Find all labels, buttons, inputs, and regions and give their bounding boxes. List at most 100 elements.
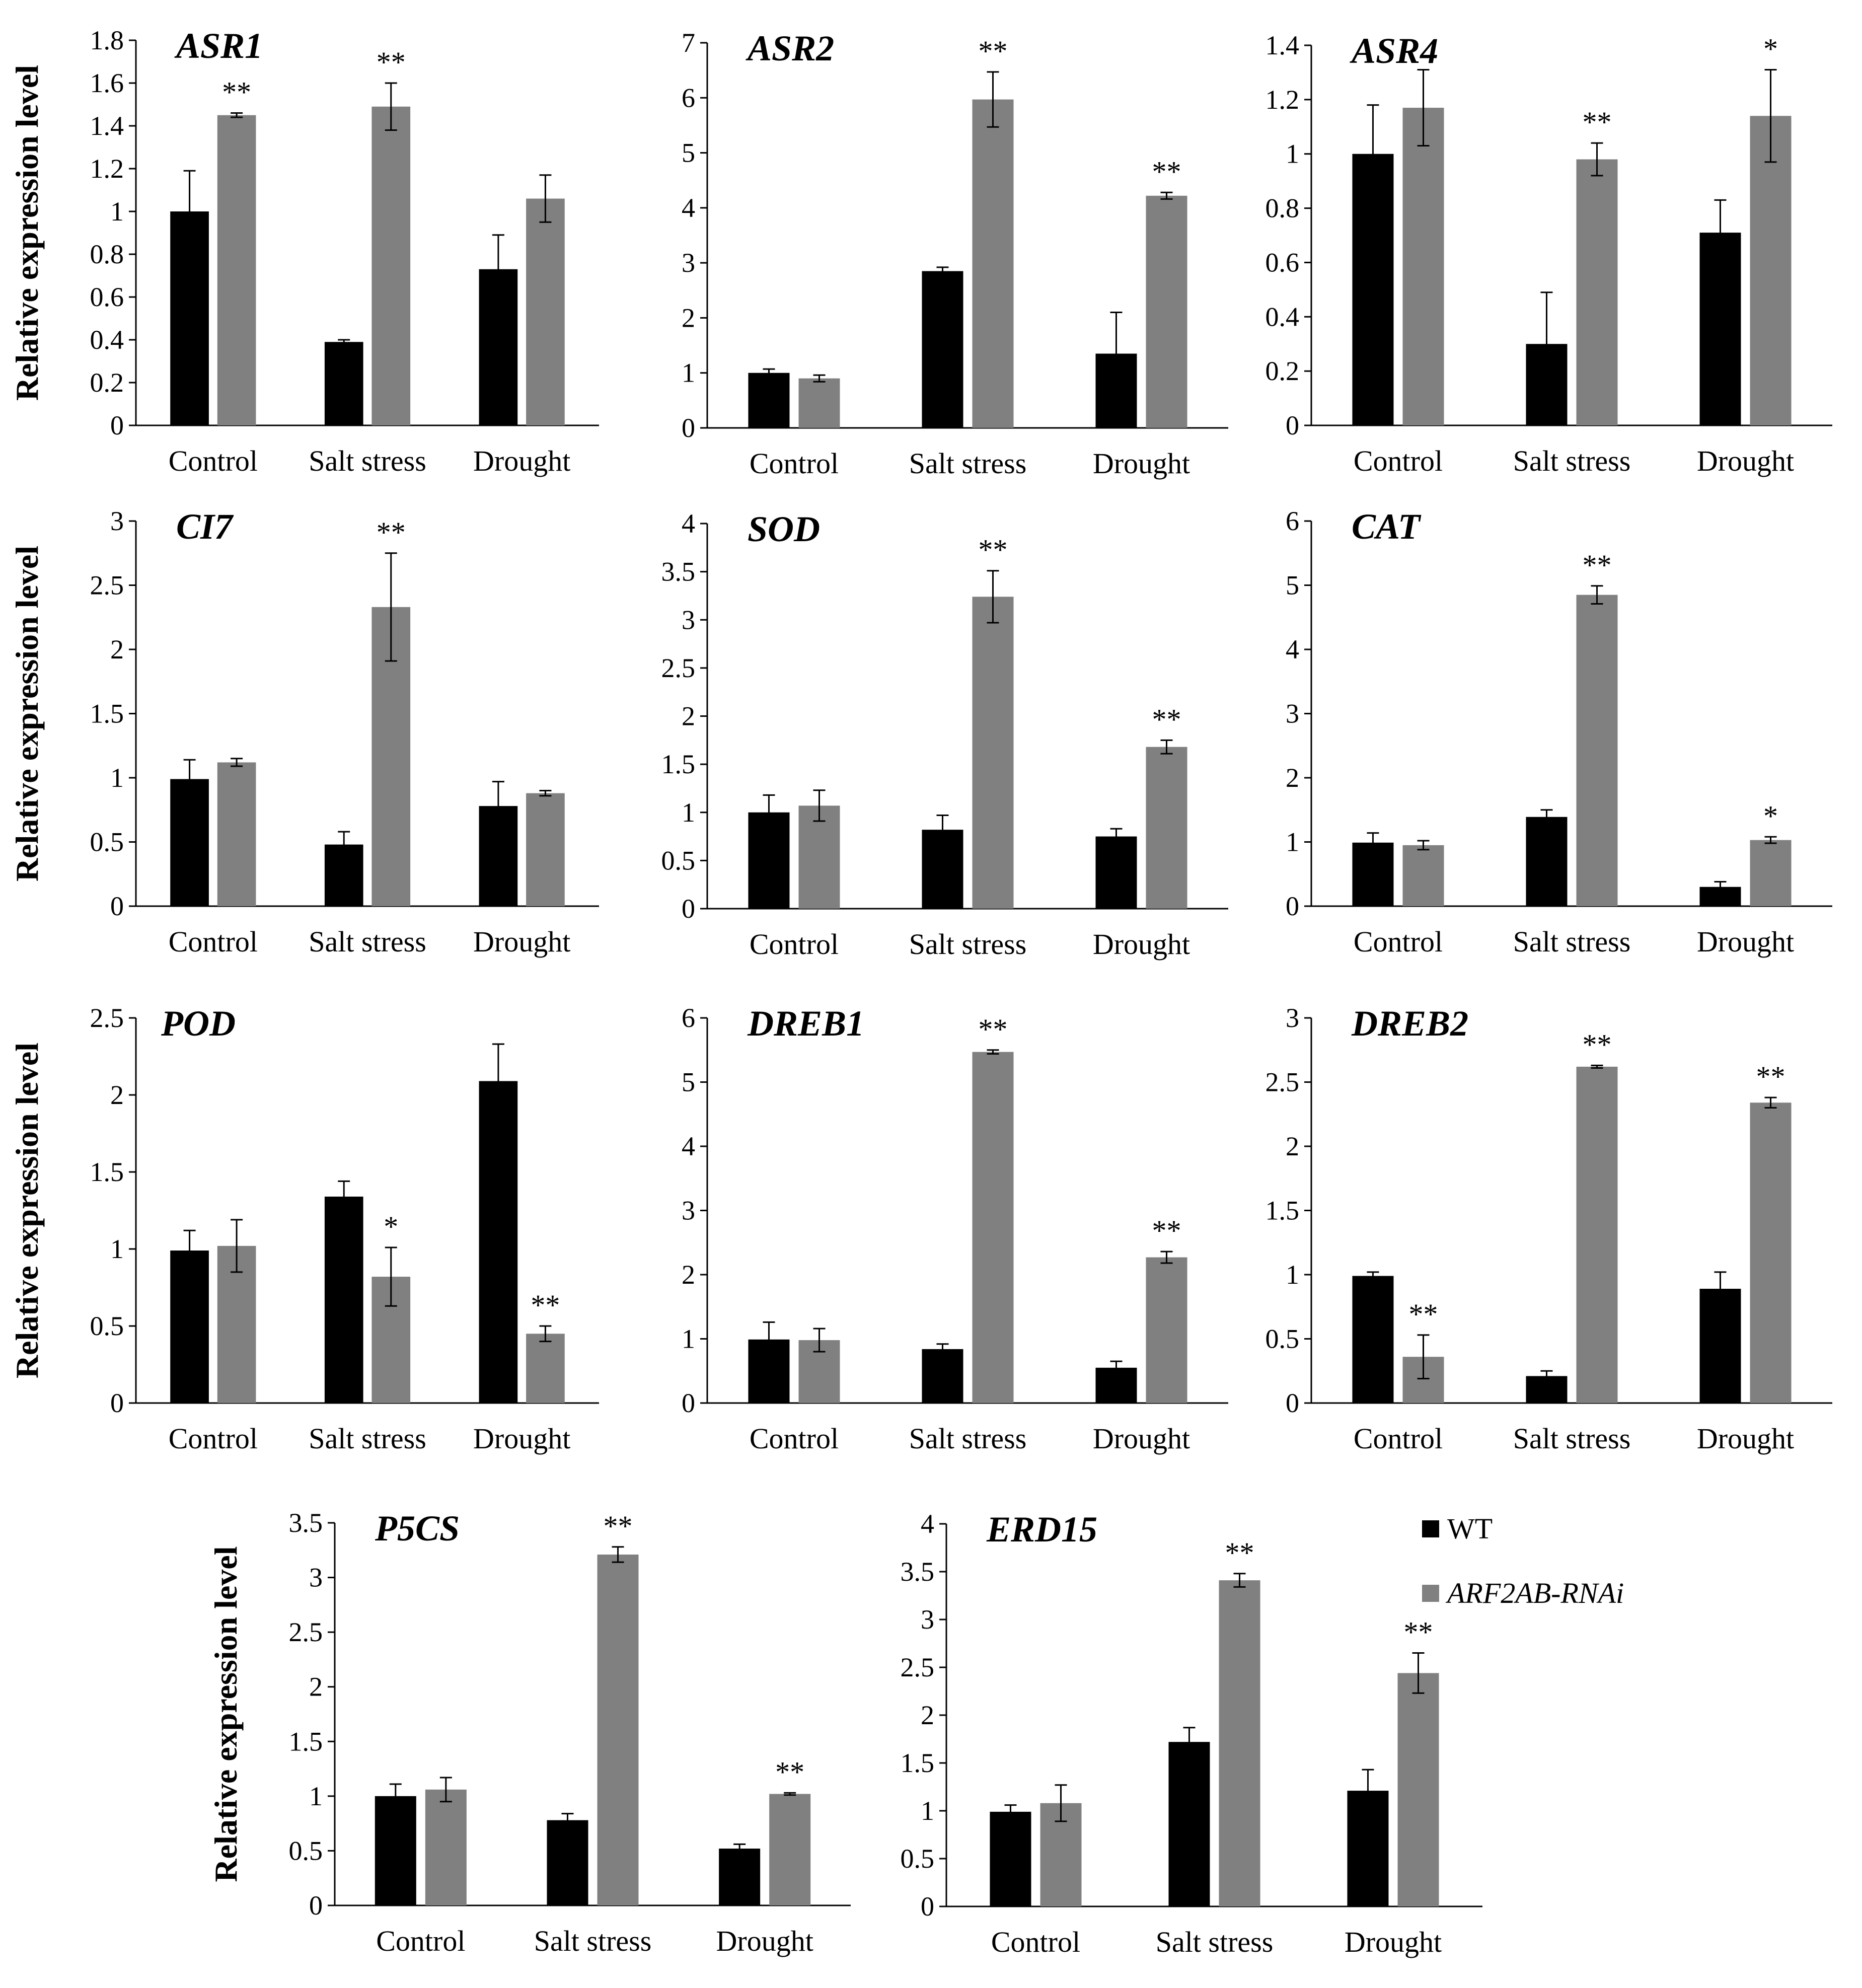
y-tick-label: 1.2 (90, 154, 124, 184)
legend-label-wt: WT (1447, 1512, 1493, 1545)
y-tick-label: 0 (1286, 410, 1299, 440)
gene-title: ASR1 (174, 26, 263, 66)
bar-wt (748, 373, 790, 428)
bar-rnai (526, 198, 565, 425)
bar-rnai (425, 1789, 467, 1905)
significance-label: ** (377, 516, 406, 549)
panel-asr1: 0 0.2 0.4 0.6 0.8 1 1.2 1.4 1.6 1.8 Control ** Salt … (9, 25, 599, 477)
significance-label: ** (1409, 1298, 1438, 1331)
y-tick-label: 1.5 (661, 749, 696, 779)
x-category-label: Control (991, 1926, 1080, 1958)
significance-label: * (384, 1210, 398, 1243)
y-tick-label: 5 (682, 1067, 695, 1097)
significance-label: * (1763, 799, 1778, 832)
y-tick-label: 0.5 (90, 827, 124, 857)
bar-wt (1352, 1276, 1394, 1403)
bar-wt (990, 1811, 1031, 1906)
significance-label: ** (1152, 1214, 1181, 1247)
y-tick-label: 0.5 (90, 1311, 124, 1341)
bar-wt (1168, 1742, 1210, 1906)
y-tick-label: 3 (309, 1563, 323, 1593)
y-tick-label: 3.5 (661, 557, 696, 587)
y-tick-label: 2.5 (90, 570, 124, 601)
gene-title: ASR2 (746, 28, 834, 68)
y-tick-label: 2 (682, 303, 695, 333)
bar-rnai (972, 597, 1014, 909)
y-tick-label: 1.4 (90, 111, 124, 141)
panel-sod: 0 0.5 1 1.5 2 2.5 3 3.5 4 Control Salt stress ** Dro… (661, 508, 1228, 961)
x-category-label: Drought (1697, 445, 1794, 477)
gene-title: CI7 (176, 506, 234, 547)
bar-rnai (371, 106, 411, 425)
y-tick-label: 6 (682, 83, 695, 113)
y-tick-label: 1 (309, 1781, 323, 1811)
y-tick-label: 0.5 (661, 845, 696, 875)
y-tick-label: 4 (921, 1509, 934, 1539)
y-tick-label: 6 (1286, 506, 1299, 536)
gene-title: CAT (1352, 506, 1422, 547)
significance-label: ** (1583, 106, 1612, 138)
panels: 00.20.40.60.811.21.41.61.8Control**Salt … (9, 25, 1832, 1958)
y-tick-label: 2 (682, 1260, 695, 1290)
y-tick-label: 1 (682, 797, 695, 828)
bar-rnai (1750, 1102, 1792, 1403)
significance-label: ** (775, 1755, 804, 1788)
x-category-label: Control (1354, 1422, 1443, 1455)
y-tick-label: 1 (110, 196, 124, 227)
y-tick-label: 0 (682, 894, 695, 924)
x-category-label: Control (1354, 445, 1443, 477)
x-category-label: Drought (473, 445, 570, 477)
bar-rnai (217, 762, 256, 906)
y-tick-label: 2 (110, 1080, 124, 1110)
y-tick-label: 0 (682, 1388, 695, 1418)
y-tick-label: 3 (682, 248, 695, 278)
y-tick-label: 1 (682, 358, 695, 388)
significance-label: ** (1225, 1536, 1254, 1569)
y-tick-label: 3.5 (289, 1508, 323, 1538)
bar-wt (170, 1250, 209, 1403)
y-axis-label: Relative expression level (9, 65, 45, 401)
significance-label: ** (979, 1013, 1008, 1046)
y-tick-label: 1 (682, 1324, 695, 1354)
x-category-label: Salt stress (909, 1422, 1027, 1455)
bar-wt (324, 342, 363, 425)
x-category-label: Drought (716, 1925, 813, 1957)
y-tick-label: 2 (921, 1700, 934, 1730)
y-tick-label: 0.5 (901, 1844, 935, 1874)
significance-label: ** (1152, 155, 1181, 188)
y-tick-label: 0.5 (1265, 1324, 1300, 1354)
legend-swatch-rnai (1422, 1585, 1439, 1602)
y-tick-label: 4 (682, 193, 695, 223)
bar-rnai (1576, 595, 1618, 906)
x-category-label: Control (376, 1925, 465, 1957)
y-tick-label: 4 (682, 508, 695, 539)
gene-title: ERD15 (986, 1509, 1097, 1550)
panel-ci7: 0 0.5 1 1.5 2 2.5 3 Control Salt stress ** Drought… (9, 506, 599, 958)
x-category-label: Salt stress (909, 447, 1027, 480)
bar-rnai (1146, 747, 1187, 909)
bar-wt (719, 1849, 761, 1905)
x-category-label: Drought (1093, 447, 1190, 480)
bar-rnai (1750, 840, 1792, 906)
bar-rnai (798, 805, 840, 909)
y-axis-label: Relative expression level (9, 1043, 45, 1378)
x-category-label: Drought (1697, 1422, 1794, 1455)
significance-label: ** (1583, 549, 1612, 581)
y-tick-label: 0.2 (90, 367, 124, 398)
y-tick-label: 1.5 (289, 1726, 323, 1756)
bar-wt (1526, 817, 1568, 906)
gene-title: POD (161, 1003, 236, 1044)
x-category-label: Salt stress (1156, 1926, 1274, 1958)
y-tick-label: 2.5 (1265, 1067, 1300, 1097)
x-category-label: Drought (1697, 925, 1794, 958)
bar-wt (1699, 1289, 1741, 1403)
y-tick-label: 2 (309, 1672, 323, 1702)
legend-label-rnai: ARF2AB-RNAi (1445, 1577, 1624, 1609)
significance-label: ** (979, 534, 1008, 566)
x-category-label: Drought (473, 1422, 570, 1455)
x-category-label: Salt stress (309, 925, 426, 958)
y-tick-label: 2.5 (901, 1652, 935, 1682)
